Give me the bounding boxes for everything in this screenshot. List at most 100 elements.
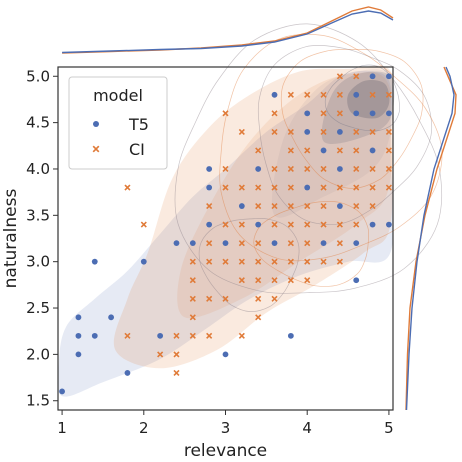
t5-marker xyxy=(206,166,213,172)
t5-marker xyxy=(304,128,311,135)
ci-marker xyxy=(353,73,360,80)
t5-marker xyxy=(386,73,392,80)
ci-marker xyxy=(173,369,180,376)
t5-marker xyxy=(336,203,343,209)
t5-marker xyxy=(222,240,229,247)
marginal-right xyxy=(405,66,457,411)
ci-marker xyxy=(255,240,262,247)
t5-marker xyxy=(206,221,213,228)
x-tick-label: 5 xyxy=(384,419,394,437)
ci-marker xyxy=(124,184,131,191)
ci-marker xyxy=(304,277,311,284)
ci-marker xyxy=(238,128,245,135)
ci-marker xyxy=(287,202,294,210)
t5-marker xyxy=(287,332,294,339)
ci-marker xyxy=(238,258,245,265)
ci-marker xyxy=(255,147,262,154)
ci-marker xyxy=(287,240,294,247)
x-tick-label: 2 xyxy=(139,419,149,437)
ci-marker xyxy=(369,184,376,191)
ci-marker xyxy=(222,221,229,228)
kde-contour-ring xyxy=(257,45,433,225)
ci-marker xyxy=(222,110,229,117)
t5-marker xyxy=(386,110,392,117)
t5-marker xyxy=(157,332,164,339)
ci-marker xyxy=(353,221,360,228)
ci-marker xyxy=(206,258,213,265)
kde-contour-lines xyxy=(174,23,443,312)
ci-marker xyxy=(271,258,278,265)
kde-contour-ring xyxy=(324,64,401,132)
ci-marker xyxy=(304,221,311,228)
ci-marker xyxy=(385,91,392,98)
t5-marker xyxy=(255,166,262,172)
kde-contour-ring xyxy=(198,218,300,312)
ci-marker xyxy=(287,258,294,265)
t5-marker xyxy=(255,221,262,228)
ci-marker xyxy=(157,351,164,358)
ci-marker xyxy=(385,147,392,154)
ci-marker xyxy=(271,202,278,210)
ci-marker xyxy=(206,332,213,339)
ci-marker xyxy=(287,165,294,173)
ci-marker xyxy=(222,295,229,302)
y-tick-label: 5.0 xyxy=(26,67,50,85)
t5-marker xyxy=(369,110,376,117)
legend-t5-label: T5 xyxy=(128,115,149,134)
ci-marker xyxy=(320,221,327,228)
t5-marker xyxy=(91,332,98,339)
ci-marker xyxy=(238,332,245,339)
marginal-top xyxy=(62,6,394,54)
legend-t5-marker xyxy=(93,121,99,127)
ci-marker xyxy=(271,295,278,302)
kde-contour-ring xyxy=(253,201,370,287)
kde-ci-outer xyxy=(113,65,393,369)
kde-peak-outer xyxy=(321,71,395,144)
ci-marker xyxy=(189,332,196,339)
ci-marker xyxy=(320,202,327,210)
ci-marker xyxy=(255,258,262,265)
ci-marker xyxy=(369,91,376,98)
ci-marker xyxy=(320,91,327,98)
ci-marker xyxy=(320,165,327,173)
ci-marker xyxy=(255,184,262,191)
x-tick-label: 4 xyxy=(302,419,312,437)
ci-marker xyxy=(189,314,196,321)
ci-marker xyxy=(320,258,327,265)
kde-contour-ring xyxy=(174,23,443,294)
ci-marker xyxy=(271,165,278,173)
t5-marker xyxy=(238,203,245,209)
ci-marker xyxy=(336,73,343,80)
ci-marker xyxy=(255,295,262,302)
x-tick-label: 1 xyxy=(57,419,67,437)
y-tick-label: 4.0 xyxy=(26,160,50,178)
ci-marker xyxy=(336,258,343,265)
t5-marker xyxy=(386,221,392,228)
t5-marker xyxy=(75,332,82,339)
kde-contour-ring xyxy=(280,49,424,189)
t5-marker xyxy=(206,184,213,191)
kde-contour-ring xyxy=(219,33,443,262)
ci-marker xyxy=(287,147,294,154)
ci-marker xyxy=(385,165,392,173)
ci-marker xyxy=(238,277,245,284)
ci-marker xyxy=(189,277,196,284)
ci-marker xyxy=(287,221,294,228)
ci-marker xyxy=(222,165,229,173)
ci-marker xyxy=(353,202,360,210)
ci-marker xyxy=(271,110,278,117)
ci-marker xyxy=(271,184,278,191)
ci-marker xyxy=(222,184,229,191)
ci-marker xyxy=(124,332,131,339)
axes: 1 2 3 4 5 1.5 2.0 2.5 3.0 3.5 4.0 4.5 5.0 relevance na… xyxy=(1,66,394,461)
kde-overlap-core xyxy=(271,69,394,218)
ci-marker xyxy=(369,165,376,173)
scatter-points xyxy=(59,73,392,395)
t5-marker xyxy=(320,240,327,247)
ci-marker xyxy=(336,221,343,228)
kde-peak-inner xyxy=(347,79,390,119)
legend: model T5 CI xyxy=(68,76,168,170)
ci-marker xyxy=(255,314,262,321)
